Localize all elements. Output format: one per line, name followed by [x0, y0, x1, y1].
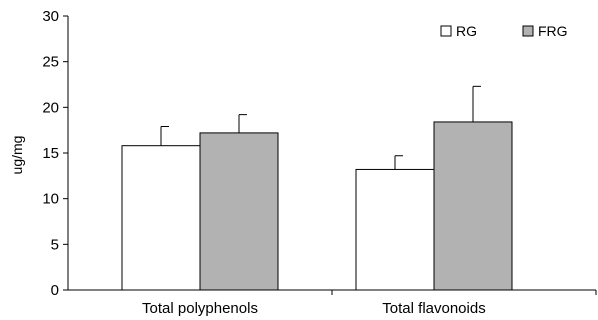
y-axis-label: ug/mg	[9, 136, 25, 175]
legend-swatch	[440, 25, 452, 37]
legend-swatch	[522, 25, 534, 37]
x-category-label: Total flavonoids	[382, 300, 485, 317]
y-tick-label: 15	[42, 145, 59, 162]
legend-label: RG	[456, 23, 477, 39]
plot-area: 0 5 10 15 20 25 30 Total polyphenols Total flavo…	[42, 8, 597, 317]
y-tick-label: 20	[42, 99, 59, 116]
bar	[199, 132, 279, 291]
legend-label: FRG	[538, 23, 568, 39]
bar	[355, 168, 435, 291]
y-tick-label: 0	[51, 282, 59, 299]
bar	[121, 145, 201, 291]
y-tick-label: 10	[42, 191, 59, 208]
bar	[433, 121, 513, 291]
x-category-label: Total polyphenols	[142, 300, 258, 317]
y-tick-label: 5	[51, 236, 59, 253]
legend: RG FRG	[440, 23, 568, 39]
y-tick-label: 25	[42, 54, 59, 71]
y-tick-label: 30	[42, 8, 59, 25]
